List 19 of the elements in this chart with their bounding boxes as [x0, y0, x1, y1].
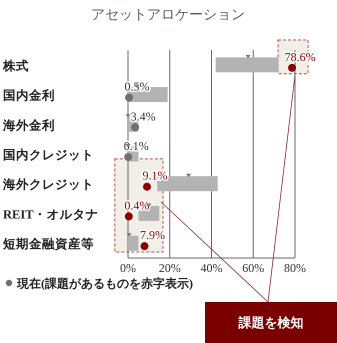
x-tick-label: 80% [284, 261, 306, 275]
data-label: 7.9% [140, 228, 165, 242]
chart-title: アセットアロケーション [91, 6, 245, 22]
y-tick-label: 国内クレジット [3, 148, 94, 162]
y-tick-label: 株式 [2, 58, 29, 73]
legend-label: 現在(課題があるものを赤字表示) [16, 276, 193, 290]
y-tick-label: 海外クレジット [2, 178, 94, 192]
x-tick-label: 0% [120, 261, 136, 275]
x-tick-label: 60% [242, 261, 264, 275]
x-tick-label: 40% [200, 261, 222, 275]
y-tick-label: 国内金利 [3, 88, 55, 103]
y-tick-label: REIT・オルタナ [3, 207, 99, 222]
data-label: 9.1% [142, 168, 168, 183]
y-tick-label: 海外金利 [2, 117, 55, 132]
x-tick-label: 20% [158, 261, 181, 275]
y-tick-label: 短期金融資産等 [2, 236, 94, 252]
text: 課題を検知 [238, 315, 304, 330]
data-label: 3.4% [130, 109, 156, 124]
bar [128, 236, 138, 251]
